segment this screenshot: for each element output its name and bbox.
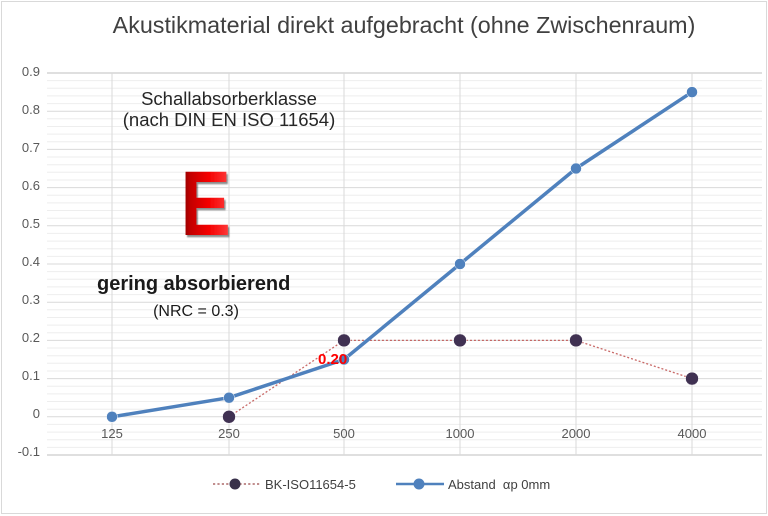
- svg-text:0.20: 0.20: [318, 351, 347, 368]
- svg-text:E: E: [181, 152, 231, 252]
